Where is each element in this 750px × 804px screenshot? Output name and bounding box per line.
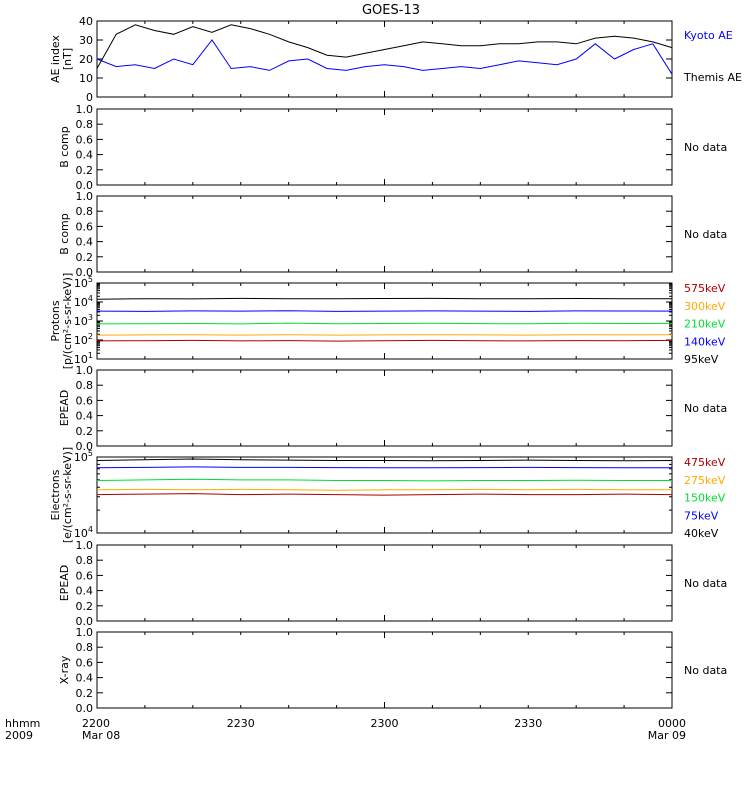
y-tick-label: 0.2 bbox=[76, 164, 94, 177]
y-axis-label: X-ray bbox=[58, 655, 71, 684]
y-axis-label: EPEAD bbox=[58, 565, 71, 602]
y-tick-label: 0.4 bbox=[76, 149, 94, 162]
legend-entry: 95keV bbox=[684, 353, 719, 366]
y-tick-label: 0.4 bbox=[76, 672, 94, 685]
time-tick-label: 2230 bbox=[227, 717, 255, 730]
legend-entry: 275keV bbox=[684, 474, 726, 487]
y-tick-label: 1.0 bbox=[76, 539, 94, 552]
y-axis-label: [e/(cm²-s-sr-keV)] bbox=[61, 447, 74, 543]
time-tick-label: 2300 bbox=[371, 717, 399, 730]
no-data-label: No data bbox=[684, 577, 727, 590]
y-axis-label: [p/(cm²-s-sr-keV)] bbox=[61, 273, 74, 370]
y-tick-label: 0.8 bbox=[76, 118, 94, 131]
panel-frame bbox=[97, 545, 672, 621]
time-axis-year-label: 2009 bbox=[5, 729, 33, 742]
series-line bbox=[97, 489, 672, 490]
time-tick-label: 2330 bbox=[514, 717, 542, 730]
y-tick-label: 0.4 bbox=[76, 585, 94, 598]
series-line bbox=[97, 40, 672, 74]
chart-title: GOES-13 bbox=[362, 3, 420, 18]
y-tick-label: 0.8 bbox=[76, 641, 94, 654]
panel-frame bbox=[97, 632, 672, 708]
y-tick-label: 10 bbox=[79, 72, 93, 85]
legend-entry: 140keV bbox=[684, 335, 726, 348]
y-tick-label: 105 bbox=[74, 275, 93, 290]
y-tick-label: 0.6 bbox=[76, 569, 94, 582]
series-line bbox=[97, 494, 672, 496]
date-tick-label: Mar 09 bbox=[648, 729, 686, 742]
panel-8: 0.0 0.2 0.4 0.6 0.8 1.0 X-ray No data bbox=[58, 626, 727, 715]
panel-6: 105104Electrons[e/(cm²-s-sr-keV)]475keV2… bbox=[49, 447, 726, 543]
legend-entry: 40keV bbox=[684, 527, 719, 540]
y-tick-label: 0.6 bbox=[76, 220, 94, 233]
no-data-label: No data bbox=[684, 664, 727, 677]
panel-frame bbox=[97, 196, 672, 272]
y-tick-label: 1.0 bbox=[76, 364, 94, 377]
y-tick-label: 0.0 bbox=[76, 702, 94, 715]
y-tick-label: 30 bbox=[79, 34, 93, 47]
legend-entry: 300keV bbox=[684, 300, 726, 313]
panel-4: 105104103102101Protons[p/(cm²-s-sr-keV)]… bbox=[49, 273, 726, 370]
series-line bbox=[97, 340, 672, 341]
series-line bbox=[97, 467, 672, 468]
y-tick-label: 0.2 bbox=[76, 425, 94, 438]
y-tick-label: 104 bbox=[74, 525, 93, 540]
panel-frame bbox=[97, 283, 672, 359]
no-data-label: No data bbox=[684, 402, 727, 415]
legend-entry: 75keV bbox=[684, 509, 719, 522]
date-tick-label: Mar 08 bbox=[82, 729, 120, 742]
y-tick-label: 0.2 bbox=[76, 251, 94, 264]
y-tick-label: 104 bbox=[74, 294, 93, 309]
y-tick-label: 1.0 bbox=[76, 626, 94, 639]
y-tick-label: 20 bbox=[79, 53, 93, 66]
y-tick-label: 0.2 bbox=[76, 600, 94, 613]
y-tick-label: 103 bbox=[74, 313, 93, 328]
y-tick-label: 0.4 bbox=[76, 236, 94, 249]
y-tick-label: 1.0 bbox=[76, 103, 94, 116]
y-tick-label: 105 bbox=[74, 449, 93, 464]
legend-entry: Kyoto AE bbox=[684, 29, 733, 42]
legend-entry: Themis AE bbox=[683, 71, 742, 84]
series-line bbox=[97, 298, 672, 299]
y-tick-label: 0.6 bbox=[76, 656, 94, 669]
panel-frame bbox=[97, 370, 672, 446]
panel-frame bbox=[97, 21, 672, 97]
y-axis-label: B comp bbox=[58, 213, 71, 255]
y-axis-label: B comp bbox=[58, 126, 71, 168]
legend-entry: 150keV bbox=[684, 492, 726, 505]
y-tick-label: 0.4 bbox=[76, 410, 94, 423]
y-axis-label: [nT] bbox=[61, 48, 74, 70]
series-line bbox=[97, 311, 672, 312]
y-tick-label: 0.6 bbox=[76, 394, 94, 407]
y-tick-label: 0.8 bbox=[76, 379, 94, 392]
y-axis-label: EPEAD bbox=[58, 390, 71, 427]
y-tick-label: 0.6 bbox=[76, 133, 94, 146]
legend-entry: 575keV bbox=[684, 282, 726, 295]
panel-frame bbox=[97, 109, 672, 185]
y-tick-label: 40 bbox=[79, 15, 93, 28]
y-tick-label: 0.8 bbox=[76, 205, 94, 218]
y-tick-label: 1.0 bbox=[76, 190, 94, 203]
no-data-label: No data bbox=[684, 228, 727, 241]
legend-entry: 210keV bbox=[684, 318, 726, 331]
legend-entry: 475keV bbox=[684, 456, 726, 469]
no-data-label: No data bbox=[684, 141, 727, 154]
series-line bbox=[97, 479, 672, 481]
series-line bbox=[97, 323, 672, 324]
y-tick-label: 0.8 bbox=[76, 554, 94, 567]
y-tick-label: 102 bbox=[74, 332, 93, 347]
y-tick-label: 0.2 bbox=[76, 687, 94, 700]
